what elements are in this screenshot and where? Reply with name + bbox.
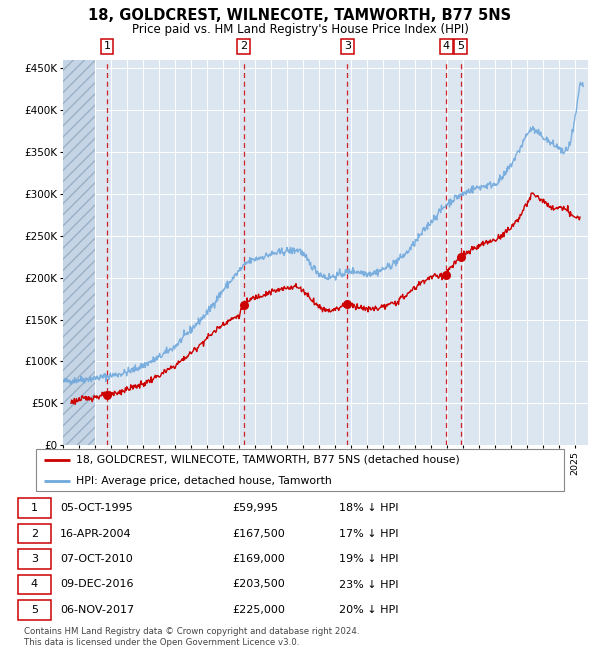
Text: £167,500: £167,500 xyxy=(232,528,285,538)
FancyBboxPatch shape xyxy=(18,575,51,594)
Text: 3: 3 xyxy=(344,42,351,51)
Text: 16-APR-2004: 16-APR-2004 xyxy=(60,528,132,538)
Text: 19% ↓ HPI: 19% ↓ HPI xyxy=(340,554,399,564)
Text: Contains HM Land Registry data © Crown copyright and database right 2024.: Contains HM Land Registry data © Crown c… xyxy=(24,627,359,636)
Text: 17% ↓ HPI: 17% ↓ HPI xyxy=(340,528,399,538)
Text: 1: 1 xyxy=(31,503,38,513)
Text: £203,500: £203,500 xyxy=(232,580,285,590)
Text: 4: 4 xyxy=(31,580,38,590)
Text: 18, GOLDCREST, WILNECOTE, TAMWORTH, B77 5NS: 18, GOLDCREST, WILNECOTE, TAMWORTH, B77 … xyxy=(88,8,512,23)
Text: 05-OCT-1995: 05-OCT-1995 xyxy=(60,503,133,513)
Text: 20% ↓ HPI: 20% ↓ HPI xyxy=(340,605,399,615)
FancyBboxPatch shape xyxy=(18,600,51,619)
Text: £169,000: £169,000 xyxy=(232,554,285,564)
FancyBboxPatch shape xyxy=(18,524,51,543)
Text: £225,000: £225,000 xyxy=(232,605,285,615)
Text: 18% ↓ HPI: 18% ↓ HPI xyxy=(340,503,399,513)
Text: 5: 5 xyxy=(457,42,464,51)
Text: 23% ↓ HPI: 23% ↓ HPI xyxy=(340,580,399,590)
Text: This data is licensed under the Open Government Licence v3.0.: This data is licensed under the Open Gov… xyxy=(24,638,299,647)
Text: 5: 5 xyxy=(31,605,38,615)
Text: 18, GOLDCREST, WILNECOTE, TAMWORTH, B77 5NS (detached house): 18, GOLDCREST, WILNECOTE, TAMWORTH, B77 … xyxy=(76,455,460,465)
Text: 2: 2 xyxy=(31,528,38,538)
FancyBboxPatch shape xyxy=(18,499,51,518)
Text: £59,995: £59,995 xyxy=(232,503,278,513)
Text: Price paid vs. HM Land Registry's House Price Index (HPI): Price paid vs. HM Land Registry's House … xyxy=(131,23,469,36)
Text: 2: 2 xyxy=(240,42,247,51)
Text: 09-DEC-2016: 09-DEC-2016 xyxy=(60,580,134,590)
Text: 3: 3 xyxy=(31,554,38,564)
Text: HPI: Average price, detached house, Tamworth: HPI: Average price, detached house, Tamw… xyxy=(76,476,331,486)
Text: 07-OCT-2010: 07-OCT-2010 xyxy=(60,554,133,564)
Text: 1: 1 xyxy=(104,42,110,51)
Text: 06-NOV-2017: 06-NOV-2017 xyxy=(60,605,134,615)
FancyBboxPatch shape xyxy=(36,449,564,491)
Text: 4: 4 xyxy=(443,42,450,51)
FancyBboxPatch shape xyxy=(18,549,51,569)
